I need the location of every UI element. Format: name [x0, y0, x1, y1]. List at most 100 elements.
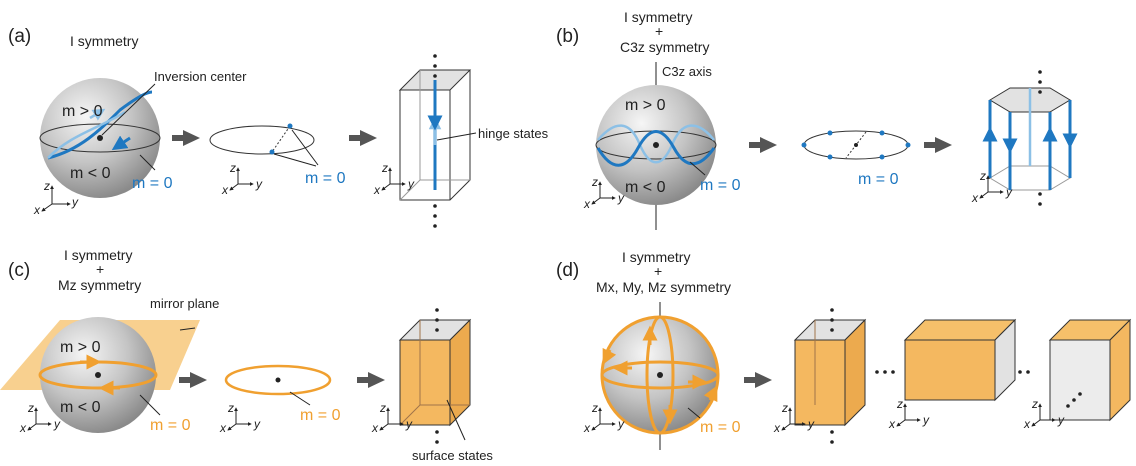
panel-d-symmetry-1: I symmetry [622, 249, 690, 265]
surface-states-label: surface states [412, 448, 493, 463]
axis-x: x [19, 421, 27, 435]
panel-b-symmetry-3: C3z symmetry [620, 39, 709, 55]
m-neg-c: m < 0 [60, 399, 101, 416]
axis-y: y [617, 417, 625, 431]
axes-b2: z y x [971, 169, 1013, 205]
axis-y: y [253, 417, 261, 431]
axis-x: x [221, 183, 229, 197]
m-zero-a: m = 0 [132, 175, 173, 192]
ring-b: m = 0 [801, 130, 911, 188]
cube-d3 [1048, 318, 1132, 422]
axis-y: y [1005, 185, 1013, 199]
cube-d1 [793, 308, 867, 444]
panel-b: (b) I symmetry + C3z symmetry C3z axis m… [556, 9, 1078, 230]
axis-z: z [591, 175, 598, 189]
c3z-axis-label: C3z axis [662, 64, 712, 79]
panel-label-b: (b) [556, 26, 579, 47]
panel-c: (c) I symmetry + Mz symmetry m > 0 m < 0… [0, 247, 493, 463]
axis-z: z [591, 401, 598, 415]
axis-x: x [33, 203, 41, 217]
m-zero-c2: m = 0 [300, 407, 341, 424]
axis-y: y [807, 417, 815, 431]
axes-a2: z y x [221, 161, 263, 197]
axis-z: z [229, 161, 236, 175]
mirror-plane-label: mirror plane [150, 296, 219, 311]
axis-x: x [888, 417, 896, 431]
arrow-icon [935, 137, 952, 153]
cube-d2 [875, 318, 1030, 402]
axes-a3: z y x [373, 161, 415, 197]
m-zero-b2: m = 0 [858, 171, 899, 188]
axis-y: y [53, 417, 61, 431]
axis-z: z [1031, 397, 1038, 411]
axis-x: x [1023, 417, 1031, 431]
axis-x: x [971, 191, 979, 205]
axes-d3: z y x [888, 397, 930, 431]
panel-a: (a) I symmetry m > 0 m < 0 Inversion cen… [8, 26, 549, 228]
axes-a1: z y x [33, 179, 79, 217]
m-pos-b: m > 0 [625, 97, 666, 114]
m-pos-a: m > 0 [62, 103, 103, 120]
panel-label-c: (c) [8, 260, 30, 281]
m-neg-a: m < 0 [70, 165, 111, 182]
axis-x: x [373, 183, 381, 197]
axis-x: x [583, 197, 591, 211]
arrow-icon [360, 130, 377, 146]
sphere-b: m > 0 m < 0 [595, 85, 717, 205]
axes-d4: z y x [1023, 397, 1065, 431]
panel-c-symmetry-2: + [96, 261, 104, 277]
axis-x: x [219, 421, 227, 435]
m-zero-b: m = 0 [700, 177, 741, 194]
axis-z: z [896, 397, 903, 411]
m-neg-b: m < 0 [625, 179, 666, 196]
axis-y: y [71, 195, 79, 209]
arrow-icon [755, 372, 772, 388]
m-zero-d: m = 0 [700, 419, 741, 436]
panel-label-a: (a) [8, 26, 31, 47]
arrow-icon [190, 372, 207, 388]
arrow-icon [183, 130, 200, 146]
axis-x: x [371, 421, 379, 435]
axis-z: z [27, 401, 34, 415]
sphere-c: m > 0 m < 0 [0, 317, 200, 433]
panel-label-d: (d) [556, 260, 579, 281]
cube-c [398, 308, 472, 444]
panel-b-symmetry-1: I symmetry [624, 9, 692, 25]
axis-y: y [922, 413, 930, 427]
axis-z: z [979, 169, 986, 183]
axis-x: x [773, 421, 781, 435]
axis-y: y [405, 417, 413, 431]
m-zero-a2: m = 0 [305, 170, 346, 187]
axis-z: z [379, 401, 386, 415]
arrow-icon [760, 137, 777, 153]
hex-prism-b [982, 70, 1078, 206]
axes-c2: z y x [219, 401, 261, 435]
axis-z: z [227, 401, 234, 415]
axes-b1: z y x [583, 175, 625, 211]
axes-c1: z y x [19, 401, 61, 435]
inversion-center-label: Inversion center [154, 69, 247, 84]
panel-c-symmetry-3: Mz symmetry [58, 277, 141, 293]
axis-z: z [781, 401, 788, 415]
axes-d2: z y x [773, 401, 815, 435]
panel-d-symmetry-2: + [654, 263, 662, 279]
axis-x: x [583, 421, 591, 435]
ring-c: m = 0 [224, 364, 341, 424]
axis-z: z [381, 161, 388, 175]
prism-a [398, 54, 472, 228]
hinge-states-label: hinge states [478, 126, 549, 141]
m-zero-c: m = 0 [150, 417, 191, 434]
panel-a-symmetry: I symmetry [70, 33, 138, 49]
axis-y: y [617, 191, 625, 205]
axis-y: y [255, 177, 263, 191]
sphere-d [600, 315, 720, 435]
panel-d: (d) I symmetry + Mx, My, Mz symmetry m =… [556, 249, 1132, 450]
axis-z: z [43, 179, 50, 193]
axis-y: y [1057, 413, 1065, 427]
panel-c-symmetry-1: I symmetry [64, 247, 132, 263]
arrow-icon [368, 372, 385, 388]
panel-b-symmetry-2: + [655, 23, 663, 39]
axes-d1: z y x [583, 401, 625, 435]
panel-d-symmetry-3: Mx, My, Mz symmetry [596, 279, 731, 295]
